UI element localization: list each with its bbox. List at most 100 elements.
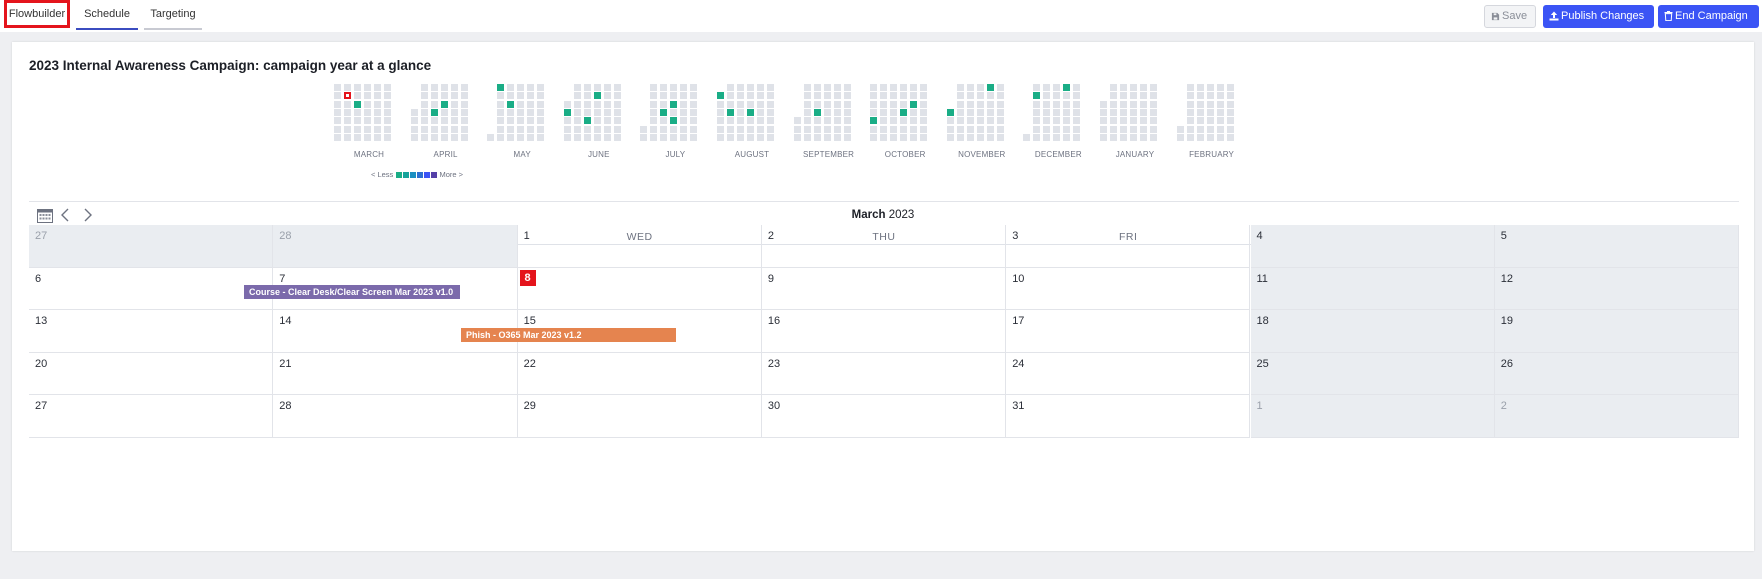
heatmap-day-cell[interactable] (517, 108, 525, 116)
heatmap-day-cell[interactable] (870, 117, 878, 125)
heatmap-day-cell[interactable] (966, 92, 974, 100)
heatmap-day-cell[interactable] (910, 125, 918, 133)
heatmap-day-cell[interactable] (1130, 92, 1137, 100)
heatmap-day-cell[interactable] (920, 125, 928, 133)
heatmap-day-cell[interactable] (583, 108, 591, 116)
heatmap-day-cell[interactable] (966, 133, 974, 141)
heatmap-day-cell[interactable] (920, 92, 928, 100)
heatmap-day-cell[interactable] (583, 100, 591, 108)
heatmap-day-cell[interactable] (497, 117, 505, 125)
calendar-day[interactable]: 5 (1494, 225, 1740, 268)
heatmap-day-cell[interactable] (727, 108, 734, 116)
heatmap-day-cell[interactable] (374, 108, 381, 116)
heatmap-day-cell[interactable] (900, 108, 908, 116)
heatmap-day-cell[interactable] (803, 84, 811, 91)
calendar-day[interactable]: 8 (517, 267, 762, 311)
heatmap-day-cell[interactable] (793, 133, 801, 141)
heatmap-day-cell[interactable] (870, 125, 878, 133)
heatmap-day-cell[interactable] (1100, 117, 1107, 125)
heatmap-day-cell[interactable] (384, 92, 391, 100)
event-phish-o365[interactable]: Phish - O365 Mar 2023 v1.2 (461, 328, 676, 342)
heatmap-day-cell[interactable] (946, 117, 954, 125)
heatmap-day-cell[interactable] (420, 133, 428, 141)
calendar-day[interactable]: 7 (273, 267, 518, 311)
heatmap-day-cell[interactable] (690, 100, 698, 108)
heatmap-day-cell[interactable] (717, 100, 724, 108)
heatmap-day-cell[interactable] (354, 133, 361, 141)
heatmap-day-cell[interactable] (344, 108, 351, 116)
calendar-icon[interactable] (37, 208, 53, 223)
heatmap-day-cell[interactable] (956, 92, 964, 100)
heatmap-day-cell[interactable] (986, 133, 994, 141)
heatmap-day-cell[interactable] (650, 84, 658, 91)
heatmap-day-cell[interactable] (747, 117, 754, 125)
heatmap-day-cell[interactable] (440, 108, 448, 116)
heatmap-day-cell[interactable] (1150, 117, 1157, 125)
calendar-day[interactable]: 12 (1494, 267, 1740, 311)
heatmap-day-cell[interactable] (420, 125, 428, 133)
heatmap-day-cell[interactable] (430, 117, 438, 125)
heatmap-day-cell[interactable] (527, 108, 535, 116)
heatmap-day-cell[interactable] (563, 125, 571, 133)
heatmap-day-cell[interactable] (593, 125, 601, 133)
heatmap-day-cell[interactable] (690, 84, 698, 91)
heatmap-day-cell[interactable] (1130, 125, 1137, 133)
heatmap-day-cell[interactable] (793, 125, 801, 133)
heatmap-day-cell[interactable] (593, 92, 601, 100)
heatmap-day-cell[interactable] (1196, 133, 1204, 141)
calendar-day[interactable]: 1 (517, 225, 762, 268)
heatmap-day-cell[interactable] (757, 117, 764, 125)
heatmap-day-cell[interactable] (1216, 92, 1224, 100)
heatmap-day-cell[interactable] (354, 117, 361, 125)
heatmap-day-cell[interactable] (1226, 117, 1234, 125)
heatmap-day-cell[interactable] (1063, 125, 1071, 133)
heatmap-day-cell[interactable] (1226, 84, 1234, 91)
calendar-day[interactable]: 1 (1250, 395, 1495, 438)
heatmap-day-cell[interactable] (767, 125, 774, 133)
heatmap-day-cell[interactable] (1110, 92, 1117, 100)
heatmap-day-cell[interactable] (717, 125, 724, 133)
heatmap-day-cell[interactable] (727, 92, 734, 100)
heatmap-day-cell[interactable] (563, 100, 571, 108)
heatmap-day-cell[interactable] (870, 108, 878, 116)
calendar-day[interactable]: 13 (29, 310, 274, 353)
heatmap-day-cell[interactable] (747, 125, 754, 133)
heatmap-day-cell[interactable] (430, 92, 438, 100)
heatmap-day-cell[interactable] (460, 92, 468, 100)
heatmap-day-cell[interactable] (1196, 84, 1204, 91)
heatmap-day-cell[interactable] (344, 117, 351, 125)
heatmap-day-cell[interactable] (1053, 108, 1061, 116)
heatmap-day-cell[interactable] (507, 92, 515, 100)
heatmap-day-cell[interactable] (593, 108, 601, 116)
heatmap-day-cell[interactable] (497, 108, 505, 116)
heatmap-day-cell[interactable] (920, 133, 928, 141)
tab-targeting[interactable]: Targeting (144, 0, 202, 30)
calendar-day[interactable]: 25 (1250, 352, 1495, 396)
heatmap-day-cell[interactable] (833, 125, 841, 133)
heatmap-day-cell[interactable] (420, 100, 428, 108)
heatmap-day-cell[interactable] (1130, 117, 1137, 125)
heatmap-day-cell[interactable] (757, 100, 764, 108)
heatmap-day-cell[interactable] (640, 125, 648, 133)
heatmap-day-cell[interactable] (880, 92, 888, 100)
heatmap-day-cell[interactable] (384, 84, 391, 91)
heatmap-day-cell[interactable] (334, 125, 341, 133)
heatmap-day-cell[interactable] (1073, 100, 1081, 108)
heatmap-day-cell[interactable] (680, 100, 688, 108)
heatmap-day-cell[interactable] (1226, 133, 1234, 141)
heatmap-day-cell[interactable] (1140, 84, 1147, 91)
heatmap-day-cell[interactable] (680, 92, 688, 100)
heatmap-day-cell[interactable] (1073, 84, 1081, 91)
heatmap-day-cell[interactable] (757, 125, 764, 133)
heatmap-day-cell[interactable] (976, 117, 984, 125)
heatmap-day-cell[interactable] (910, 92, 918, 100)
heatmap-day-cell[interactable] (650, 108, 658, 116)
calendar-day[interactable]: 29 (517, 395, 762, 438)
heatmap-day-cell[interactable] (890, 108, 898, 116)
heatmap-day-cell[interactable] (1043, 133, 1051, 141)
heatmap-day-cell[interactable] (384, 100, 391, 108)
heatmap-day-cell[interactable] (440, 100, 448, 108)
heatmap-day-cell[interactable] (996, 84, 1004, 91)
heatmap-day-cell[interactable] (747, 84, 754, 91)
heatmap-day-cell[interactable] (1120, 100, 1127, 108)
